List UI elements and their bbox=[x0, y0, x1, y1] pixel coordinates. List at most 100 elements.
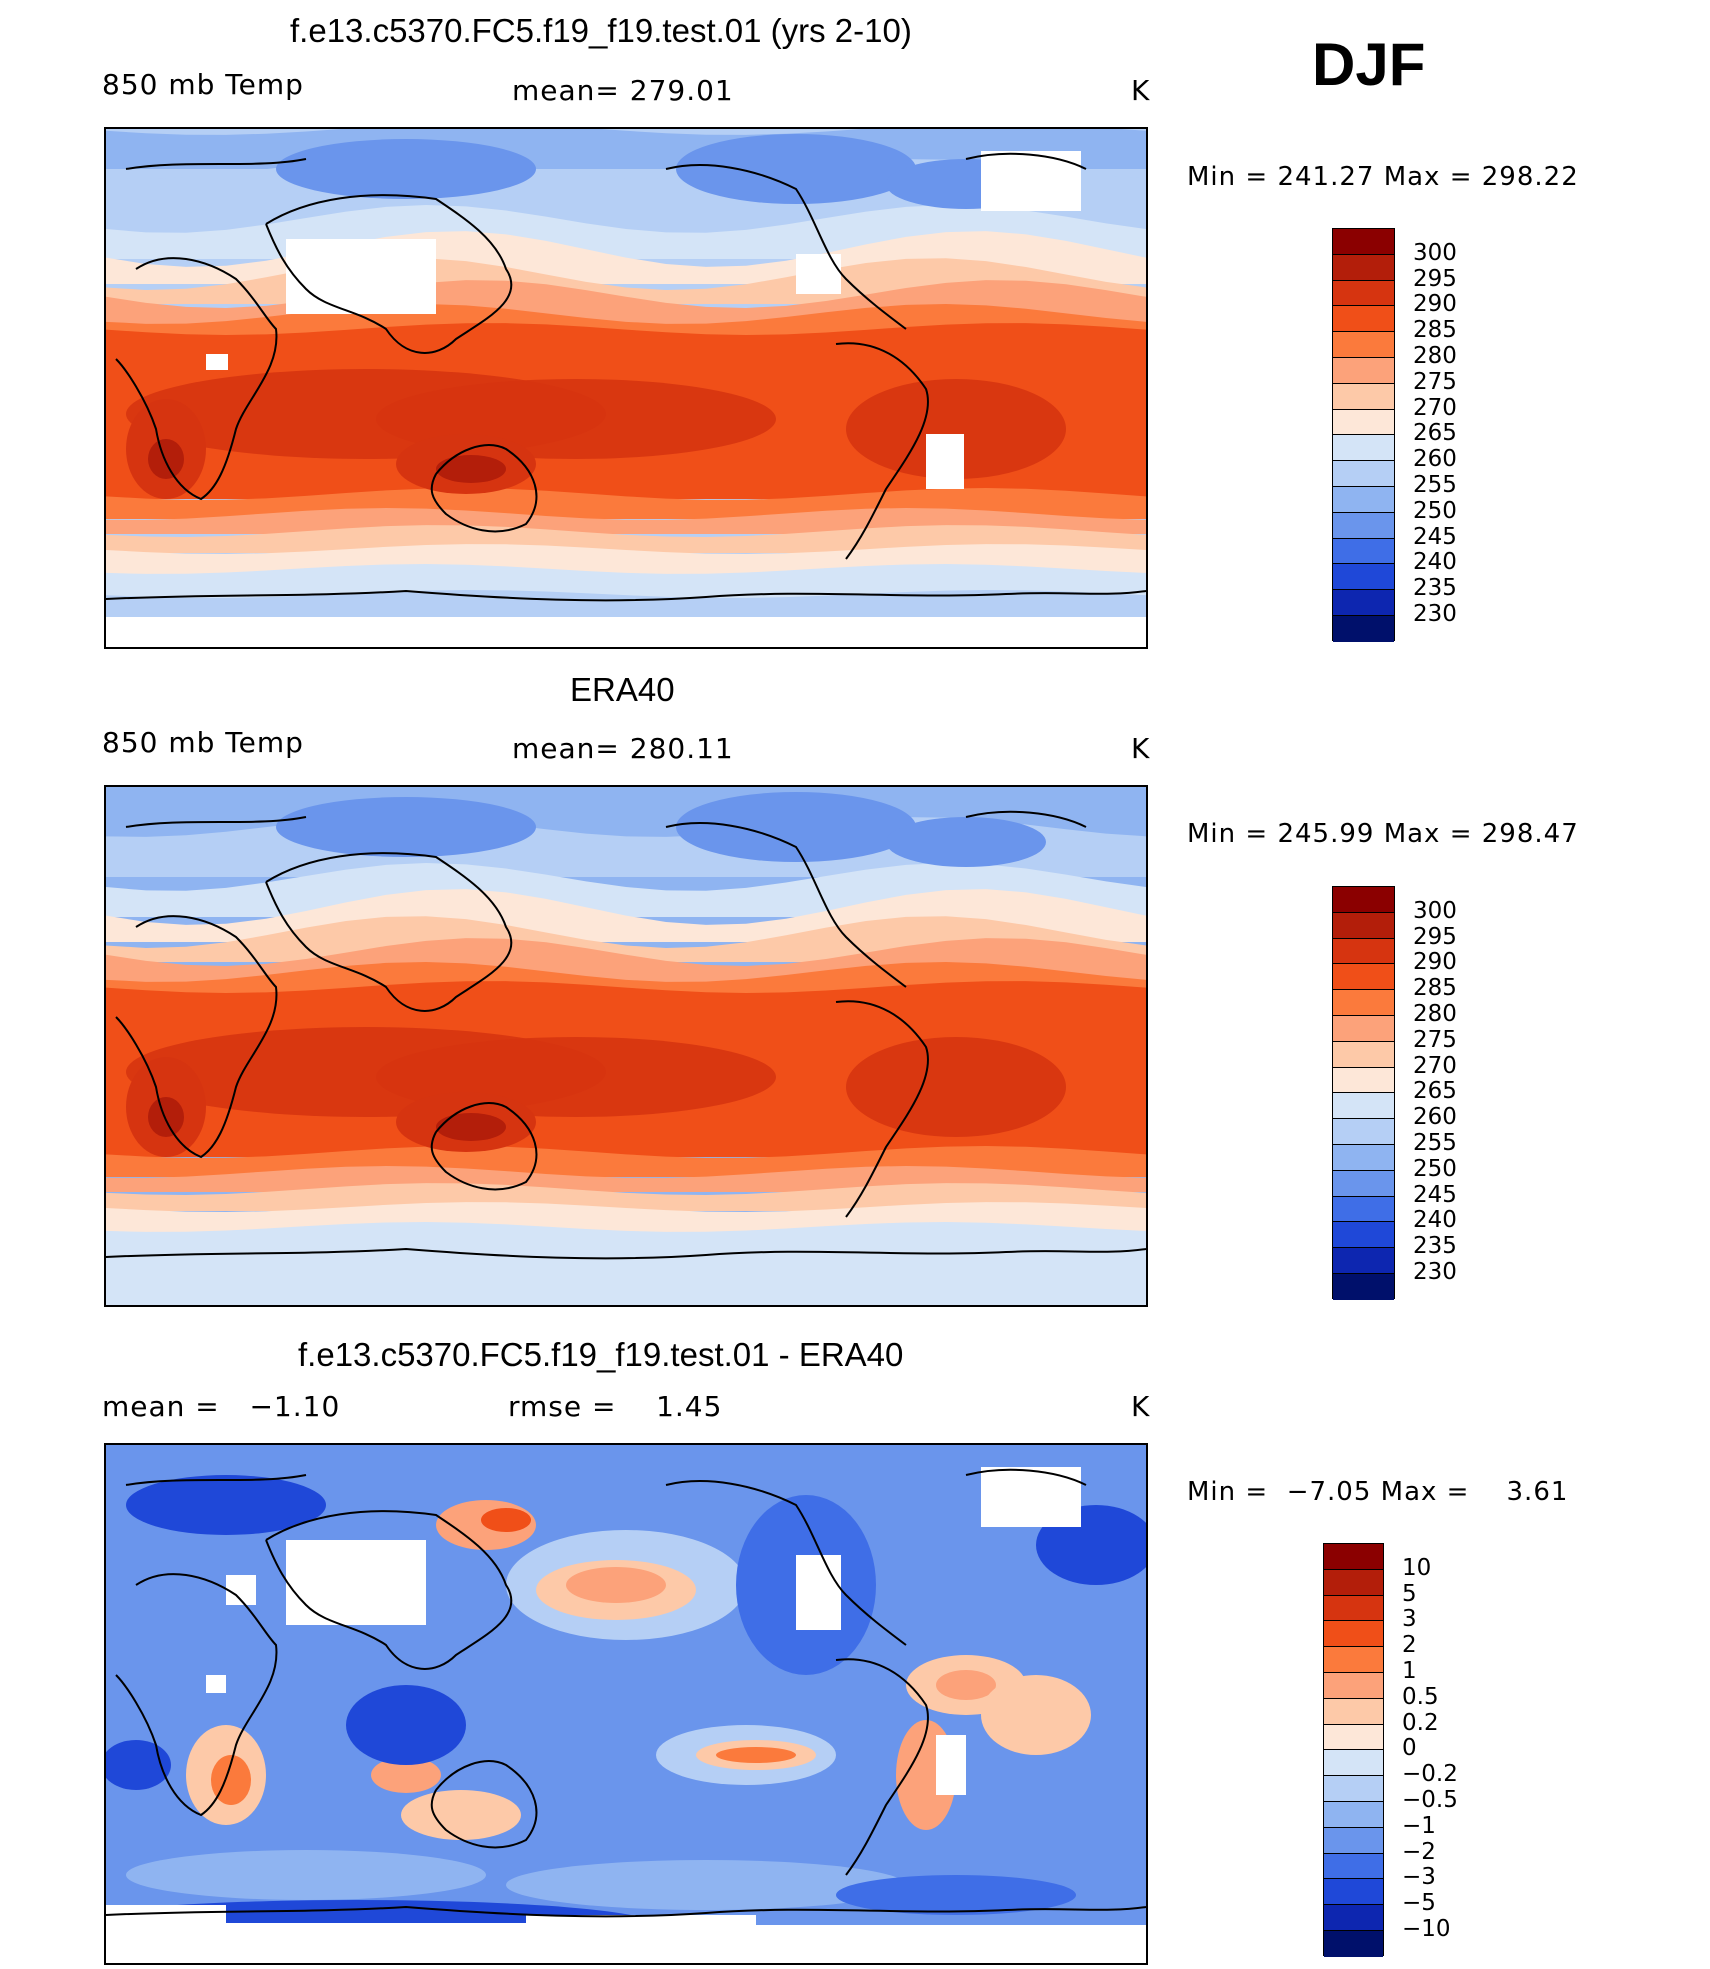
colorbar-tick-label: −10 bbox=[1402, 1916, 1451, 1942]
colorbar-swatch bbox=[1324, 1569, 1383, 1596]
panel-3-units-label: K bbox=[1131, 1390, 1151, 1423]
colorbar-tick-label: 230 bbox=[1413, 601, 1457, 627]
colorbar-tick-label: 0.2 bbox=[1402, 1709, 1439, 1736]
colorbar-tick-label: −0.5 bbox=[1402, 1787, 1458, 1813]
colorbar-tick-label: 5 bbox=[1402, 1580, 1417, 1607]
colorbar-tick-label: 290 bbox=[1413, 291, 1457, 318]
colorbar-swatch bbox=[1333, 616, 1394, 642]
colorbar-tick-label: −0.2 bbox=[1402, 1761, 1458, 1788]
colorbar-swatch bbox=[1333, 1274, 1394, 1300]
colorbar-tick-label: 250 bbox=[1413, 497, 1457, 524]
panel-1-variable-label: 850 mb Temp bbox=[102, 68, 304, 101]
colorbar-tick-label: 2 bbox=[1402, 1632, 1417, 1659]
colorbar-tick-label: 240 bbox=[1413, 549, 1457, 576]
colorbar-swatch bbox=[1333, 1067, 1394, 1094]
colorbar-tick-label: 3 bbox=[1402, 1606, 1417, 1633]
colorbar-tick-label: 280 bbox=[1413, 343, 1457, 369]
panel-2-map bbox=[104, 785, 1148, 1307]
colorbar-swatch bbox=[1333, 306, 1394, 333]
colorbar-tick-label: −1 bbox=[1402, 1812, 1436, 1839]
colorbar-swatch bbox=[1333, 435, 1394, 462]
colorbar-tick-label: 275 bbox=[1413, 1026, 1457, 1053]
colorbar-tick-label: 240 bbox=[1413, 1207, 1457, 1234]
panel-1-title: f.e13.c5370.FC5.f19_f19.test.01 (yrs 2-1… bbox=[290, 12, 912, 49]
colorbar-swatch bbox=[1333, 358, 1394, 384]
panel-3-minmax: Min = −7.05 Max = 3.61 bbox=[1187, 1477, 1569, 1507]
map-field-1 bbox=[106, 129, 1146, 647]
colorbar-2-frame bbox=[1332, 886, 1395, 1300]
colorbar-swatch bbox=[1324, 1776, 1383, 1802]
colorbar-swatch bbox=[1333, 912, 1394, 939]
colorbar-swatch bbox=[1333, 512, 1394, 539]
panel-3-rmse-label: rmse = 1.45 bbox=[508, 1390, 723, 1423]
map-field-2 bbox=[106, 787, 1146, 1305]
panel-2-title: ERA40 bbox=[570, 671, 675, 708]
colorbar-tick-label: −2 bbox=[1402, 1838, 1436, 1865]
colorbar-tick-label: 260 bbox=[1413, 446, 1457, 473]
colorbar-tick-label: −5 bbox=[1402, 1890, 1436, 1917]
colorbar-swatch bbox=[1324, 1905, 1383, 1931]
colorbar-swatch bbox=[1324, 1673, 1383, 1699]
colorbar-tick-label: 1 bbox=[1402, 1658, 1417, 1684]
colorbar-swatch bbox=[1333, 964, 1394, 991]
colorbar-swatch bbox=[1324, 1931, 1383, 1957]
season-label: DJF bbox=[1312, 31, 1426, 98]
colorbar-tick-label: 230 bbox=[1413, 1259, 1457, 1285]
colorbar-tick-label: 285 bbox=[1413, 317, 1457, 344]
panel-2-variable-label: 850 mb Temp bbox=[102, 726, 304, 759]
colorbar-tick-label: 300 bbox=[1413, 239, 1457, 266]
colorbar-swatch bbox=[1324, 1621, 1383, 1648]
colorbar-swatch bbox=[1333, 1093, 1394, 1120]
colorbar-swatch bbox=[1333, 1145, 1394, 1171]
colorbar-swatch bbox=[1324, 1544, 1383, 1570]
panel-1-minmax: Min = 241.27 Max = 298.22 bbox=[1187, 162, 1579, 192]
map-field-3 bbox=[106, 1445, 1146, 1963]
colorbar-tick-label: 235 bbox=[1413, 1233, 1457, 1260]
colorbar-swatch bbox=[1333, 1196, 1394, 1223]
colorbar-swatch bbox=[1324, 1595, 1383, 1622]
colorbar-tick-label: 270 bbox=[1413, 1052, 1457, 1079]
colorbar-tick-label: 260 bbox=[1413, 1104, 1457, 1131]
colorbar-swatch bbox=[1333, 590, 1394, 616]
colorbar-tick-label: 285 bbox=[1413, 975, 1457, 1002]
colorbar-tick-label: 290 bbox=[1413, 949, 1457, 976]
panel-2-units-label: K bbox=[1131, 732, 1151, 765]
panel-1-mean-label: mean= 279.01 bbox=[512, 74, 734, 107]
colorbar-tick-label: 300 bbox=[1413, 897, 1457, 924]
colorbar-tick-label: 250 bbox=[1413, 1155, 1457, 1182]
colorbar-tick-label: 265 bbox=[1413, 1078, 1457, 1105]
colorbar-swatch bbox=[1333, 409, 1394, 436]
panel-3-mean-label: mean = −1.10 bbox=[102, 1390, 341, 1423]
colorbar-swatch bbox=[1324, 1647, 1383, 1673]
colorbar-tick-label: 265 bbox=[1413, 420, 1457, 447]
colorbar-swatch bbox=[1333, 990, 1394, 1016]
colorbar-swatch bbox=[1333, 229, 1394, 255]
panel-3-map bbox=[104, 1443, 1148, 1965]
colorbar-tick-label: 295 bbox=[1413, 923, 1457, 950]
colorbar-tick-label: −3 bbox=[1402, 1864, 1436, 1891]
colorbar-tick-label: 295 bbox=[1413, 265, 1457, 292]
colorbar-swatch bbox=[1324, 1724, 1383, 1751]
colorbar-swatch bbox=[1333, 564, 1394, 591]
panel-2-minmax: Min = 245.99 Max = 298.47 bbox=[1187, 819, 1579, 849]
colorbar-swatch bbox=[1333, 254, 1394, 281]
panel-1-units-label: K bbox=[1131, 74, 1151, 107]
colorbar-swatch bbox=[1333, 383, 1394, 410]
panel-1-map bbox=[104, 127, 1148, 649]
colorbar-swatch bbox=[1324, 1750, 1383, 1777]
colorbar-swatch bbox=[1333, 280, 1394, 307]
colorbar-swatch bbox=[1333, 461, 1394, 487]
colorbar-swatch bbox=[1333, 1041, 1394, 1068]
panel-2-mean-label: mean= 280.11 bbox=[512, 732, 734, 765]
colorbar-tick-label: 235 bbox=[1413, 575, 1457, 602]
colorbar-swatch bbox=[1324, 1827, 1383, 1854]
colorbar-tick-label: 255 bbox=[1413, 472, 1457, 498]
colorbar-tick-label: 255 bbox=[1413, 1130, 1457, 1156]
colorbar-tick-label: 280 bbox=[1413, 1001, 1457, 1027]
colorbar-swatch bbox=[1333, 1119, 1394, 1145]
colorbar-swatch bbox=[1333, 332, 1394, 358]
colorbar-swatch bbox=[1333, 1248, 1394, 1274]
colorbar-tick-label: 270 bbox=[1413, 394, 1457, 421]
colorbar-tick-label: 245 bbox=[1413, 1181, 1457, 1208]
colorbar-swatch bbox=[1333, 938, 1394, 965]
